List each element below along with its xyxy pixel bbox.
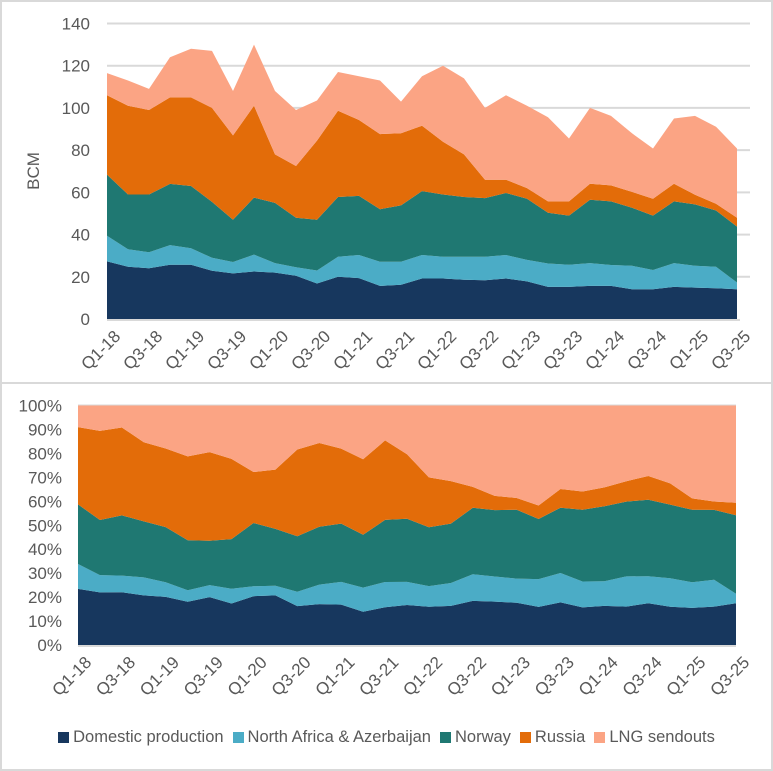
x-tick-label: Q3-23 [539,327,586,374]
x-tick-label: Q3-25 [707,327,754,374]
y-tick-label: 90% [28,420,62,439]
y-tick-label: 10% [28,612,62,631]
x-tick-label: Q3-22 [443,653,490,700]
y-tick-label: 120 [62,57,90,76]
y-tick-label: 40% [28,540,62,559]
legend-swatch [58,732,70,743]
x-tick-label: Q1-18 [77,327,124,374]
top-areas [107,44,737,319]
area-north-africa-azerbaijan-percent [78,564,736,612]
y-tick-label: 100% [19,397,62,416]
top-x-axis-ticks: Q1-18Q3-18Q1-19Q3-19Q1-20Q3-20Q1-21Q3-21… [77,327,754,374]
area-lng-sendouts [107,44,737,218]
legend-item-lng: LNG sendouts [594,728,715,747]
area-norway-percent [78,499,736,594]
legend-swatch [519,732,531,743]
x-tick-label: Q1-24 [581,327,628,374]
y-tick-label: 80% [28,444,62,463]
legend-swatch [232,732,244,743]
area-norway [107,174,737,283]
x-tick-label: Q3-24 [623,327,670,374]
legend-label: LNG sendouts [609,728,715,746]
legend-item-norway: Norway [439,728,511,747]
bottom-x-axis-ticks: Q1-18Q3-18Q1-19Q3-19Q1-20Q3-20Q1-21Q3-21… [48,653,753,700]
area-lng-sendouts-percent [78,405,736,506]
x-tick-label: Q3-22 [455,327,502,374]
x-tick-label: Q3-18 [119,327,166,374]
x-tick-label: Q1-21 [329,327,376,374]
x-tick-label: Q1-22 [413,327,460,374]
legend: Domestic production North Africa & Azerb… [0,728,773,747]
area-russia-percent [78,427,736,541]
x-tick-label: Q1-25 [665,327,712,374]
legend-item-domestic: Domestic production [58,728,224,747]
legend-item-russia: Russia [519,728,586,747]
legend-swatch [439,732,451,743]
x-tick-label: Q1-25 [663,653,710,700]
x-tick-label: Q3-23 [531,653,578,700]
y-tick-label: 70% [28,468,62,487]
x-tick-label: Q1-19 [136,653,183,700]
y-tick-label: 140 [62,15,90,34]
y-tick-label: 60% [28,492,62,511]
y-tick-label: 0 [81,310,90,329]
bottom-areas [78,404,736,647]
y-tick-label: 60 [71,183,90,202]
y-tick-label: 80 [71,141,90,160]
x-tick-label: Q3-24 [619,653,666,700]
y-tick-label: 100 [62,99,90,118]
y-axis-title: BCM [24,152,43,190]
x-tick-label: Q1-19 [161,327,208,374]
x-tick-label: Q3-25 [706,653,753,700]
legend-label: Domestic production [73,728,224,746]
x-tick-label: Q3-20 [268,653,315,700]
area-domestic-production-percent [78,588,736,645]
area-north-africa-azerbaijan [107,235,737,290]
x-tick-label: Q1-18 [48,653,95,700]
x-tick-label: Q3-20 [287,327,334,374]
bottom-y-axis-ticks: 0% 10% 20% 30% 40% 50% 60% 70% 80% 90% 100% [19,397,62,656]
y-tick-label: 30% [28,564,62,583]
x-tick-label: Q1-22 [399,653,446,700]
x-tick-label: Q1-23 [487,653,534,700]
x-tick-label: Q3-21 [371,327,418,374]
x-tick-label: Q1-20 [245,327,292,374]
x-tick-label: Q3-18 [92,653,139,700]
legend-label: North Africa & Azerbaijan [247,728,431,746]
legend-item-north-africa: North Africa & Azerbaijan [232,728,431,747]
y-tick-label: 20 [71,268,90,287]
y-tick-label: 20% [28,588,62,607]
x-tick-label: Q1-23 [497,327,544,374]
top-y-axis-ticks: 0 20 40 60 80 100 120 140 [62,15,90,330]
y-tick-label: 0% [37,636,62,655]
x-tick-label: Q1-24 [575,653,622,700]
x-tick-label: Q3-19 [203,327,250,374]
y-tick-label: 40 [71,226,90,245]
legend-label: Norway [454,728,511,746]
area-domestic-production [107,261,737,319]
legend-swatch [594,732,606,743]
x-tick-label: Q1-20 [224,653,271,700]
area-russia [107,95,737,227]
x-tick-label: Q3-21 [356,653,403,700]
y-tick-label: 50% [28,516,62,535]
x-tick-label: Q1-21 [312,653,359,700]
x-tick-label: Q3-19 [180,653,227,700]
legend-label: Russia [534,728,586,746]
